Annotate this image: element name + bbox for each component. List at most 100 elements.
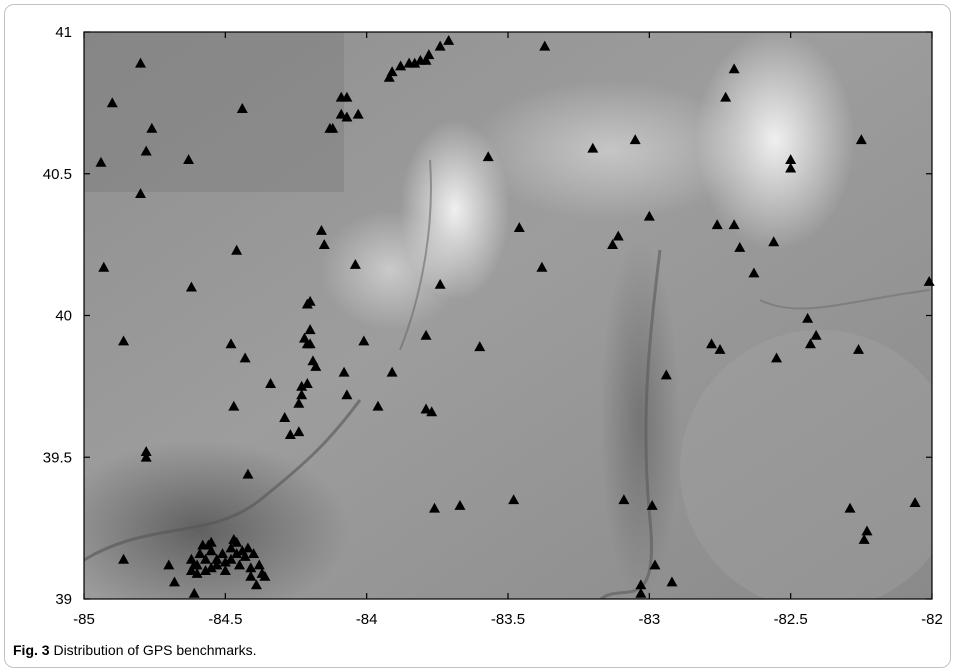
benchmark-marker xyxy=(304,295,316,306)
x-tick-label: -82 xyxy=(921,611,943,628)
benchmark-marker xyxy=(163,559,175,570)
benchmark-marker xyxy=(434,278,446,289)
benchmark-marker xyxy=(245,562,257,573)
x-tick-label: -83 xyxy=(638,611,660,628)
benchmark-marker xyxy=(607,239,619,250)
benchmark-marker xyxy=(245,570,257,581)
benchmark-marker xyxy=(118,553,130,564)
benchmark-marker xyxy=(341,389,353,400)
benchmark-marker xyxy=(118,335,130,346)
x-tick-label: -84.5 xyxy=(208,611,242,628)
y-tick-label: 41 xyxy=(55,24,72,41)
benchmark-marker xyxy=(646,499,658,510)
benchmark-marker xyxy=(191,567,203,578)
benchmark-marker xyxy=(225,542,237,553)
figure-caption-text: Distribution of GPS benchmarks. xyxy=(53,642,257,658)
benchmark-marker xyxy=(341,111,353,122)
benchmark-marker xyxy=(728,219,740,230)
benchmark-marker xyxy=(660,369,672,380)
benchmark-marker xyxy=(635,579,647,590)
benchmark-marker xyxy=(140,451,152,462)
benchmark-marker xyxy=(211,559,223,570)
benchmark-marker xyxy=(98,261,110,272)
benchmark-marker xyxy=(211,553,223,564)
benchmark-marker xyxy=(293,426,305,437)
x-tick-label: -85 xyxy=(73,611,95,628)
benchmark-marker xyxy=(618,494,630,505)
benchmark-marker xyxy=(183,154,195,164)
benchmark-marker xyxy=(804,338,816,349)
benchmark-marker xyxy=(335,108,347,119)
benchmark-marker xyxy=(844,502,856,513)
benchmark-marker xyxy=(706,338,718,349)
benchmark-marker xyxy=(191,559,203,570)
benchmark-marker xyxy=(629,134,641,145)
benchmark-marker xyxy=(434,40,446,51)
benchmark-marker xyxy=(349,258,361,269)
benchmark-marker xyxy=(861,525,873,536)
benchmark-marker xyxy=(338,366,350,377)
benchmark-marker xyxy=(205,545,217,556)
benchmark-marker xyxy=(395,60,407,71)
y-tick-label: 39.5 xyxy=(43,449,72,466)
benchmark-marker xyxy=(587,142,599,153)
benchmark-marker xyxy=(643,210,655,221)
benchmark-marker xyxy=(304,338,316,349)
benchmark-marker xyxy=(720,91,732,102)
benchmark-marker xyxy=(443,35,455,45)
benchmark-marker xyxy=(233,559,245,570)
benchmark-marker xyxy=(259,570,271,581)
benchmark-marker xyxy=(768,236,780,247)
benchmark-marker xyxy=(225,553,237,564)
benchmark-marker xyxy=(284,429,296,439)
y-tick-label: 40 xyxy=(55,308,72,325)
benchmark-marker xyxy=(228,400,240,411)
y-tick-label: 39 xyxy=(55,591,72,608)
benchmark-marker xyxy=(426,406,438,417)
benchmark-marker xyxy=(279,412,291,422)
benchmark-marker xyxy=(296,389,308,400)
benchmark-marker xyxy=(225,338,237,349)
benchmark-marker xyxy=(327,122,339,133)
benchmark-marker xyxy=(513,222,525,233)
benchmark-marker xyxy=(734,241,746,252)
benchmark-marker xyxy=(168,576,180,587)
benchmark-marker xyxy=(231,548,243,559)
benchmark-marker xyxy=(301,378,313,388)
benchmark-marker xyxy=(185,281,197,292)
benchmark-marker xyxy=(429,502,441,513)
benchmark-markers xyxy=(95,35,935,598)
benchmark-marker xyxy=(200,565,212,576)
benchmark-marker xyxy=(423,49,435,60)
benchmark-marker xyxy=(909,497,921,508)
benchmark-marker xyxy=(386,366,398,377)
benchmark-marker xyxy=(474,341,486,352)
benchmark-marker xyxy=(771,352,783,363)
chart-axes: -85 -84.5 -84 -83.5 -83 -82.5 -82 39 39.5 40 40.5 4… xyxy=(43,24,943,628)
benchmark-marker xyxy=(420,54,432,65)
benchmark-marker xyxy=(352,108,364,119)
benchmark-marker xyxy=(318,239,330,250)
benchmark-marker xyxy=(711,219,723,230)
benchmark-marker xyxy=(205,562,217,573)
benchmark-marker xyxy=(420,329,432,340)
benchmark-marker xyxy=(239,352,251,363)
benchmark-marker xyxy=(217,548,229,559)
benchmark-marker xyxy=(358,335,370,346)
benchmark-marker xyxy=(420,403,432,414)
figure-label: Fig. 3 xyxy=(13,642,50,658)
benchmark-marker xyxy=(253,559,265,570)
benchmark-marker xyxy=(242,542,254,553)
benchmark-marker xyxy=(219,556,231,567)
benchmark-marker xyxy=(310,361,322,371)
benchmark-marker xyxy=(205,536,217,547)
benchmark-marker xyxy=(95,156,107,167)
benchmark-marker xyxy=(135,57,147,68)
y-tick-label: 40.5 xyxy=(43,166,72,183)
benchmark-marker xyxy=(293,397,305,408)
benchmark-marker xyxy=(315,224,327,235)
relief-background xyxy=(84,32,932,599)
benchmark-marker xyxy=(106,97,118,108)
benchmark-marker xyxy=(409,57,421,68)
